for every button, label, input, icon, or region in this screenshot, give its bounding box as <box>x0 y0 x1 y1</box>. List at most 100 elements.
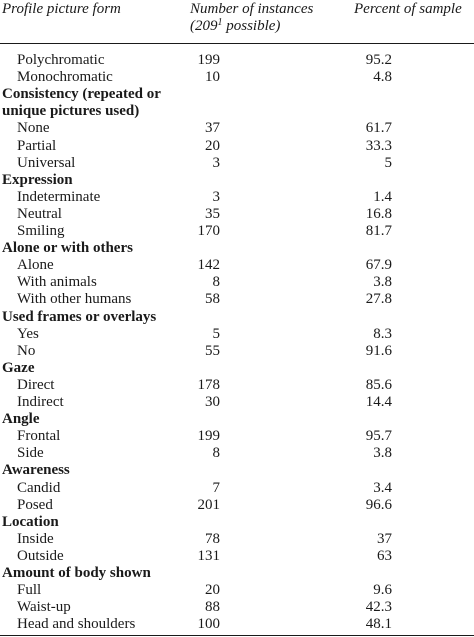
instance-count: 37 <box>205 120 220 137</box>
section-row: Expression <box>0 172 474 189</box>
row-label: Indeterminate <box>17 188 101 205</box>
table-row: Indirect 30 14.4 <box>0 394 474 411</box>
table-row: Polychromatic 199 95.2 <box>0 52 474 69</box>
percent-of-sample: 85.6 <box>365 376 392 393</box>
row-label: Outside <box>17 547 64 564</box>
header-rule <box>0 43 474 44</box>
instance-count: 55 <box>205 342 220 359</box>
instance-count: 131 <box>197 547 221 564</box>
percent-of-sample: 4.8 <box>373 69 392 86</box>
percent-of-sample: 95.7 <box>365 428 392 445</box>
section-row: Used frames or overlays <box>0 309 474 326</box>
instance-count: 10 <box>205 69 220 86</box>
header-number-line2: (2091 possible) <box>190 17 281 35</box>
section-row: Alone or with others <box>0 240 474 257</box>
instance-count: 58 <box>205 291 220 308</box>
section-row: unique pictures used) <box>0 103 474 120</box>
section-row: Angle <box>0 411 474 428</box>
instance-count: 30 <box>205 394 220 410</box>
table-row: Candid 7 3.4 <box>0 480 474 497</box>
table-row: Indeterminate 3 1.4 <box>0 189 474 206</box>
row-label: Universal <box>17 154 76 171</box>
header-percent-of-sample: Percent of sample <box>354 1 462 17</box>
instance-count: 142 <box>197 257 221 274</box>
percent-of-sample: 3.8 <box>373 274 392 291</box>
percent-of-sample: 3.8 <box>373 445 392 462</box>
instance-count: 20 <box>205 137 220 154</box>
row-label: Frontal <box>17 428 61 445</box>
percent-of-sample: 48.1 <box>365 616 392 633</box>
row-label: Neutral <box>17 205 62 222</box>
percent-of-sample: 14.4 <box>365 394 392 410</box>
percent-of-sample: 95.2 <box>365 52 392 68</box>
instance-count: 178 <box>197 376 221 393</box>
table-row: Inside 78 37 <box>0 531 474 548</box>
row-label: Candid <box>17 479 61 496</box>
instance-count: 199 <box>197 52 221 68</box>
percent-of-sample: 63 <box>377 547 392 564</box>
section-label: Alone or with others <box>2 240 133 257</box>
percent-of-sample: 96.6 <box>365 496 392 513</box>
percent-of-sample: 42.3 <box>365 599 392 616</box>
table-row: Smiling 170 81.7 <box>0 223 474 240</box>
table-row: Neutral 35 16.8 <box>0 206 474 223</box>
row-label: Smiling <box>17 223 65 239</box>
section-row: Amount of body shown <box>0 565 474 582</box>
percent-of-sample: 5 <box>384 154 393 171</box>
table-row: Posed 201 96.6 <box>0 497 474 514</box>
section-row: Awareness <box>0 462 474 479</box>
instance-count: 78 <box>205 530 220 547</box>
percent-of-sample: 81.7 <box>365 223 392 239</box>
table-row: Monochromatic 10 4.8 <box>0 69 474 86</box>
section-label: Location <box>2 513 59 530</box>
table-row: With animals 8 3.8 <box>0 274 474 291</box>
percent-of-sample: 8.3 <box>373 325 392 342</box>
row-label: Inside <box>17 530 54 547</box>
row-label: None <box>17 120 50 137</box>
row-label: Full <box>17 582 42 599</box>
instance-count: 20 <box>205 582 220 599</box>
header-number-of-instances: Number of instances (2091 possible) <box>190 1 313 35</box>
table-row: Side 8 3.8 <box>0 445 474 462</box>
percent-of-sample: 3.4 <box>373 479 392 496</box>
table-row: None 37 61.7 <box>0 120 474 137</box>
section-label: Gaze <box>2 359 35 376</box>
section-row: Consistency (repeated or <box>0 86 474 103</box>
row-label: Side <box>17 445 44 462</box>
percent-of-sample: 33.3 <box>365 137 392 154</box>
table-row: Waist-up 88 42.3 <box>0 599 474 616</box>
row-label: Alone <box>17 257 54 274</box>
row-label: Indirect <box>17 394 64 410</box>
section-row: Location <box>0 514 474 531</box>
row-label: Posed <box>17 496 53 513</box>
percent-of-sample: 9.6 <box>373 582 392 599</box>
row-label: Direct <box>17 376 55 393</box>
row-label: Polychromatic <box>17 52 105 68</box>
percent-of-sample: 67.9 <box>365 257 392 274</box>
row-label: Waist-up <box>17 599 71 616</box>
row-label: Yes <box>17 325 39 342</box>
instance-count: 5 <box>212 325 221 342</box>
instance-count: 3 <box>212 154 221 171</box>
row-label: With animals <box>17 274 97 291</box>
section-label: Amount of body shown <box>2 565 151 581</box>
table-row: Full 20 9.6 <box>0 582 474 599</box>
row-label: With other humans <box>17 291 132 308</box>
footnote-marker: 1 <box>217 17 223 28</box>
percent-of-sample: 16.8 <box>365 205 392 222</box>
instance-count: 201 <box>197 496 221 513</box>
table-row: Partial 20 33.3 <box>0 138 474 155</box>
instance-count: 8 <box>212 445 221 462</box>
header-number-line1: Number of instances <box>190 1 314 17</box>
instance-count: 199 <box>197 428 221 445</box>
section-label: unique pictures used) <box>2 103 140 120</box>
section-row: Gaze <box>0 360 474 377</box>
section-label: Awareness <box>2 462 70 479</box>
instance-count: 7 <box>212 479 221 496</box>
table-row: Frontal 199 95.7 <box>0 428 474 445</box>
instance-count: 170 <box>197 223 221 239</box>
percent-of-sample: 91.6 <box>365 342 392 359</box>
section-label: Used frames or overlays <box>2 308 157 325</box>
table-row: No 55 91.6 <box>0 343 474 360</box>
instance-count: 8 <box>212 274 221 291</box>
